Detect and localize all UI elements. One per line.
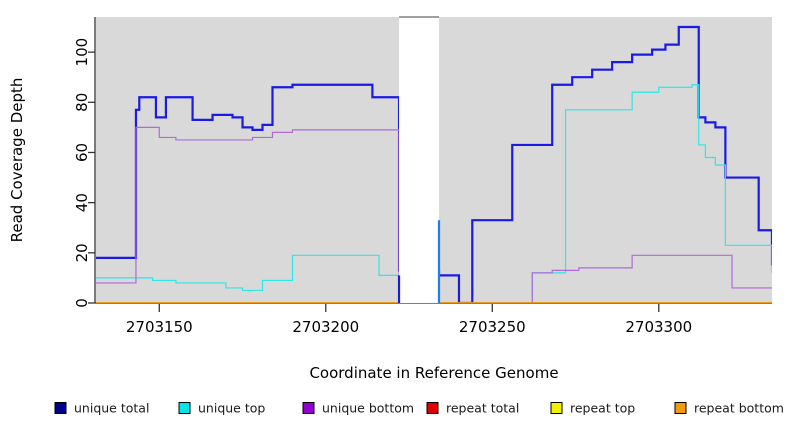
y-tick-label: 20 [73,243,91,262]
legend-swatch-unique-total [54,402,67,414]
series-line-unique-top [96,84,772,303]
x-tick-label: 2703300 [625,318,692,336]
x-axis-title: Coordinate in Reference Genome [309,364,558,382]
legend-label-repeat-bottom: repeat bottom [694,401,784,416]
legend-swatch-repeat-total [426,402,439,414]
x-tick-label: 2703250 [459,318,526,336]
legend-label-repeat-top: repeat top [570,401,635,416]
legend-swatch-repeat-top [550,402,563,414]
y-tick-label: 80 [73,93,91,112]
y-tick-label: 60 [73,143,91,162]
legend-label-unique-total: unique total [74,401,149,416]
y-tick-label: 0 [73,298,91,308]
legend-swatch-unique-bottom [302,402,315,414]
x-tick-label: 2703150 [126,318,193,336]
legend-label-repeat-total: repeat total [446,401,519,416]
legend-label-unique-bottom: unique bottom [322,401,414,416]
no-data-gap-overlay [399,17,439,303]
x-tick-label: 2703200 [292,318,359,336]
series-line-unique-bottom [96,126,772,303]
legend-swatch-repeat-bottom [674,402,687,414]
legend: unique total unique top unique bottom repea… [54,401,784,416]
y-tick-label: 40 [73,193,91,212]
legend-swatch-unique-top [178,402,191,414]
series-group [96,17,772,303]
legend-label-unique-top: unique top [198,401,265,416]
y-axis-title: Read Coverage Depth [8,78,26,243]
y-tick-label: 100 [73,38,91,67]
